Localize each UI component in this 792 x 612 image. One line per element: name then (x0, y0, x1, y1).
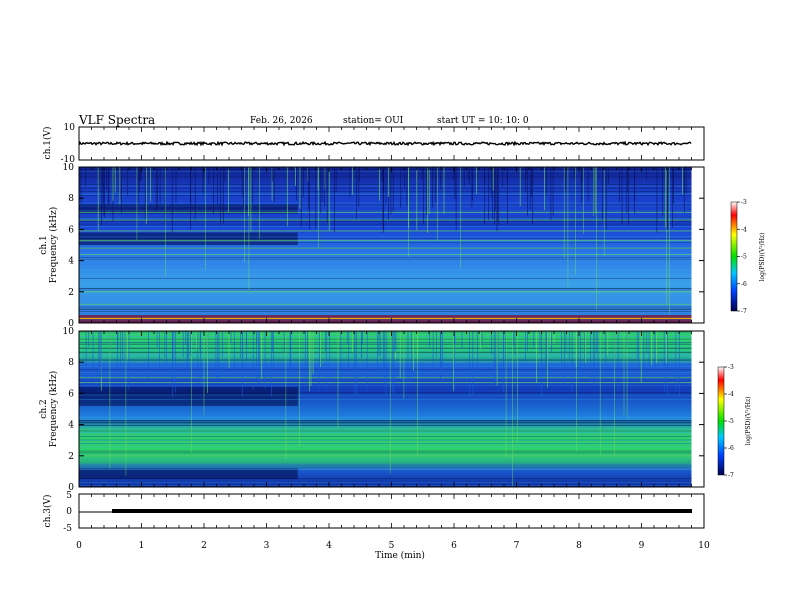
colorbar-tick-label: -4 (728, 391, 734, 398)
xtick-label: 3 (264, 541, 270, 551)
ch1-frequency-ylabel: Frequency (kHz) (48, 207, 59, 284)
xtick-label: 0 (76, 541, 82, 551)
ytick-label: 8 (68, 358, 74, 368)
xtick-label: 5 (389, 541, 395, 551)
colorbar-tick-label: -5 (728, 418, 734, 425)
no-data-area (691, 167, 704, 323)
ch2-colorbar (717, 366, 725, 476)
time-axis-label: Time (min) (375, 550, 425, 561)
colorbar-tick-label: -4 (741, 226, 747, 233)
ytick-label: 10 (63, 327, 75, 337)
time-axis: 0 1 2 3 4 5 6 7 8 9 10 (76, 127, 710, 551)
ytick-label: 2 (68, 452, 74, 462)
ch1-colorbar (730, 201, 738, 312)
date-label: Feb. 26, 2026 (250, 116, 313, 126)
colorbar-tick-label: -7 (728, 472, 734, 479)
ytick-label: 4 (68, 421, 74, 431)
xtick-label: 10 (698, 541, 710, 551)
ch1-waveform-trace (78, 140, 692, 147)
xtick-label: 9 (639, 541, 645, 551)
ch2-channel-label: ch.2 (39, 399, 49, 418)
colorbar-tick-label: -6 (728, 445, 734, 452)
ytick-label: 0 (68, 319, 74, 329)
colorbar-tick-label: -5 (741, 254, 747, 261)
ch1-ytick-bottom: -10 (61, 155, 76, 165)
xtick-label: 8 (576, 541, 582, 551)
ytick-label: 10 (63, 163, 75, 173)
ch1-waveform-ylabel: ch.1(V) (42, 127, 53, 160)
ch3-ytick-mid: 0 (66, 507, 72, 517)
ytick-label: 8 (68, 194, 74, 204)
ch3-ytick-top: 5 (66, 491, 72, 501)
green-band (79, 331, 692, 363)
station-label: station= OUI (343, 116, 404, 126)
low-frequency-band (79, 315, 692, 323)
no-data-area (691, 331, 704, 487)
dark-band (79, 468, 298, 480)
start-time-label: start UT = 10: 10: 0 (437, 116, 529, 126)
ch1-channel-label: ch.1 (39, 235, 49, 254)
ch2-spectrogram-image (79, 331, 692, 487)
ch2-frequency-ylabel: Frequency (kHz) (48, 371, 59, 448)
ytick-label: 6 (68, 225, 74, 235)
colorbar-tick-label: -3 (728, 364, 734, 371)
ch3-signal-trace (112, 509, 692, 513)
ytick-label: 6 (68, 389, 74, 399)
ch1-ytick-top: 10 (64, 123, 76, 133)
dark-band (79, 204, 298, 214)
green-band (79, 427, 692, 464)
colorbar-tick-label: -6 (741, 281, 747, 288)
colorbar-tick-label: -7 (741, 308, 747, 315)
colorbar-tick-label: -3 (741, 199, 747, 206)
ch2-colorbar-label: log(PSD)(V²/Hz) (745, 397, 752, 446)
xtick-label: 1 (139, 541, 145, 551)
ytick-label: 2 (68, 288, 74, 298)
ch1-colorbar-label: log(PSD)(V²/Hz) (759, 233, 766, 282)
figure-title: VLF Spectra (78, 113, 155, 127)
ch3-ytick-bottom: -5 (63, 524, 72, 534)
xtick-label: 7 (514, 541, 520, 551)
ch3-signal-ylabel: ch.3(V) (42, 495, 53, 528)
dark-band (79, 387, 298, 406)
ytick-label: 0 (68, 483, 74, 493)
xtick-label: 6 (451, 541, 457, 551)
xtick-label: 2 (201, 541, 207, 551)
ytick-label: 4 (68, 257, 74, 267)
xtick-label: 4 (326, 541, 332, 551)
